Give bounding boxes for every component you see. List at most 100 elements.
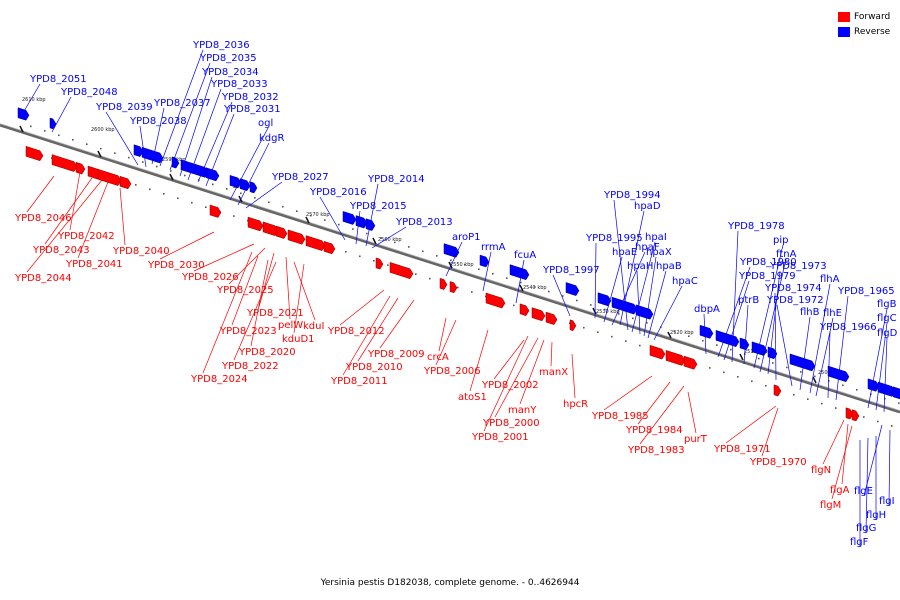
leader-line [139, 125, 147, 168]
leader-line [603, 375, 653, 411]
minor-dot [345, 251, 347, 253]
gene-block [519, 303, 530, 317]
forward-gene-label: YPD8_2043 [32, 245, 90, 256]
minor-dot [723, 371, 725, 374]
minor-dot [338, 223, 340, 226]
leader-line [19, 83, 41, 119]
leader-line [365, 183, 379, 247]
reverse-gene-label: flgG [856, 523, 876, 534]
leader-line [687, 391, 697, 434]
genome-backbone [0, 123, 900, 414]
svg-text:2570 kbp: 2570 kbp [306, 212, 330, 218]
leader-line [867, 308, 888, 409]
reverse-gene-label: YPD8_1997 [542, 265, 600, 276]
leader-line [435, 319, 457, 366]
legend-forward-label: Forward [854, 11, 891, 22]
leader-line [229, 127, 269, 201]
minor-dot [387, 264, 389, 267]
forward-swatch [838, 11, 850, 22]
minor-dot [898, 402, 900, 404]
gene-block [509, 264, 530, 281]
minor-dot [296, 210, 298, 212]
gene-block [119, 175, 132, 190]
leader-line [841, 423, 849, 485]
reverse-gene-label: rrmA [481, 242, 506, 253]
gene-block [342, 211, 357, 225]
minor-dot [177, 197, 179, 200]
reverse-gene-label: flgC [877, 313, 897, 324]
gene-block [773, 384, 782, 397]
forward-gene-label: YPD8_2022 [221, 361, 279, 372]
leader-line [815, 317, 834, 397]
gene-block [751, 341, 768, 356]
reverse-gene-label: YPD8_1978 [727, 221, 785, 232]
minor-dot [821, 402, 823, 405]
forward-gene-label: YPD8_2026 [181, 272, 239, 283]
minor-dot [562, 295, 564, 297]
minor-dot [352, 228, 354, 230]
reverse-gene-label: ogl [258, 118, 273, 129]
svg-text:2560 kbp: 2560 kbp [378, 237, 402, 243]
gene-block [439, 277, 448, 290]
leader-line [237, 142, 270, 206]
leader-line [759, 258, 787, 373]
reverse-gene-label: dbpA [694, 304, 720, 315]
gene-block [49, 117, 57, 130]
leader-line [258, 252, 275, 308]
leader-line [250, 259, 269, 347]
forward-gene-labels: YPD8_2046 YPD8_2042 YPD8_2043 YPD8_2044 YPD8… [14, 171, 853, 511]
gene-block [565, 282, 580, 296]
reverse-gene-label: YPD8_2027 [271, 172, 329, 183]
leader-line [571, 353, 576, 399]
reverse-gene-label: YPD8_1973 [769, 261, 827, 272]
forward-gene-label: YPD8_2030 [147, 260, 205, 271]
reverse-gene-label: flgB [877, 299, 897, 310]
forward-gene-label: YPD8_2044 [14, 273, 72, 284]
svg-text:2550 kbp: 2550 kbp [450, 262, 474, 268]
forward-gene-label: pelW [278, 320, 303, 331]
minor-dot [534, 286, 536, 288]
minor-dot [765, 384, 767, 387]
minor-dot [100, 147, 102, 150]
minor-dot [149, 188, 151, 191]
leader-line [831, 425, 853, 500]
leader-line [293, 261, 316, 321]
gene-block [683, 355, 698, 370]
reverse-gene-label: YPD8_2051 [29, 74, 87, 85]
forward-gene-label: flgN [811, 465, 831, 476]
reverse-gene-label: ftnA [776, 249, 797, 260]
minor-dot [492, 272, 494, 275]
minor-dot [751, 380, 753, 383]
leader-line [550, 341, 553, 367]
leader-line [119, 187, 126, 246]
minor-dot [142, 161, 144, 163]
legend-reverse: Reverse [838, 24, 890, 39]
minor-dot [639, 344, 641, 347]
leader-line [725, 405, 777, 444]
gene-block [851, 409, 860, 422]
forward-gene-label: YPD8_2009 [367, 349, 425, 360]
minor-dot [86, 143, 88, 146]
leader-line [753, 244, 784, 369]
gene-block [449, 281, 458, 294]
minor-dot [730, 348, 732, 351]
minor-dot [128, 156, 130, 159]
forward-gene-label: YPD8_2001 [471, 432, 529, 443]
reverse-gene-label: YPD8_2033 [210, 79, 268, 90]
minor-dot [891, 425, 893, 427]
minor-dot [366, 232, 368, 235]
leader-line [245, 181, 283, 209]
legend-reverse-label: Reverse [854, 26, 891, 37]
minor-dot [618, 313, 620, 315]
minor-dot [58, 134, 60, 137]
minor-dot [800, 371, 802, 373]
leader-line [827, 331, 831, 399]
gene-block [845, 407, 854, 420]
gene-block [877, 381, 896, 397]
minor-dot [408, 246, 410, 248]
minor-dot [737, 376, 739, 378]
forward-gene-label: YPD8_1983 [627, 445, 685, 456]
reverse-gene-label: hpaE [612, 247, 637, 258]
leader-line [371, 226, 407, 249]
minor-dot [877, 420, 879, 423]
